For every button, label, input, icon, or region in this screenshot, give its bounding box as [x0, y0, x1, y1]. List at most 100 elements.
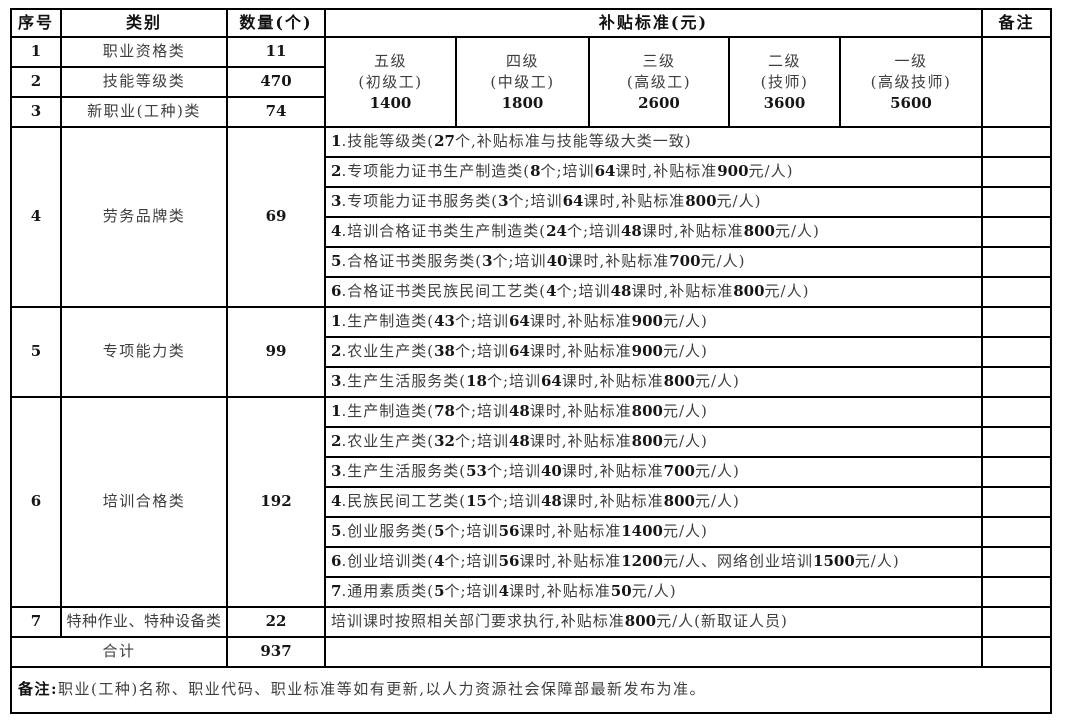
subsidy-item-cell: 1.生产制造类(78个;培训48课时,补贴标准800元/人): [324, 396, 983, 428]
count-cell: 192: [226, 396, 326, 608]
remark-cell: [981, 426, 1052, 458]
category-cell: 劳务品牌类: [60, 126, 228, 308]
table-row: 2.农业生产类(32个;培训48课时,补贴标准800元/人): [11, 426, 1052, 458]
table-row: 4.民族民间工艺类(15个;培训48课时,补贴标准800元/人): [11, 486, 1052, 518]
seq-cell: 3: [10, 96, 62, 128]
remark-cell: [981, 636, 1052, 668]
table-row: 6.创业培训类(4个;培训56课时,补贴标准1200元/人、网络创业培训1500…: [11, 546, 1052, 578]
level-amount: 1400: [369, 93, 412, 112]
subsidy-item-cell: 3.生产生活服务类(53个;培训40课时,补贴标准700元/人): [324, 456, 983, 488]
table-row: 3.生产生活服务类(53个;培训40课时,补贴标准700元/人): [11, 456, 1052, 488]
subsidy-item-cell: 2.农业生产类(38个;培训64课时,补贴标准900元/人): [324, 336, 983, 368]
subsidy-item-cell: 3.生产生活服务类(18个;培训64课时,补贴标准800元/人): [324, 366, 983, 398]
remark-cell: [981, 156, 1052, 188]
level-grade: 二级: [767, 51, 801, 70]
level-grade: 四级: [505, 51, 539, 70]
table-row: 6 培训合格类 192 1.生产制造类(78个;培训48课时,补贴标准800元/…: [10, 396, 1052, 608]
count-cell: 22: [226, 606, 326, 638]
level-cell-2: 二级 (技师) 3600: [728, 36, 841, 128]
footnote-text: 职业(工种)名称、职业代码、职业标准等如有更新,以人力资源社会保障部最新发布为准…: [58, 680, 707, 699]
total-label-cell: 合计: [10, 636, 228, 668]
remark-cell: [981, 126, 1052, 158]
table-row: 5.合格证书类服务类(3个;培训40课时,补贴标准700元/人): [11, 246, 1052, 278]
table-row: 4.培训合格证书类生产制造类(24个;培训48课时,补贴标准800元/人): [11, 216, 1052, 248]
count-cell: 74: [226, 96, 326, 128]
subsidy-item-cell: 1.生产制造类(43个;培训64课时,补贴标准900元/人): [324, 306, 983, 338]
remark-cell: [981, 36, 1052, 128]
header-remark: 备注: [981, 8, 1052, 38]
table-row: 3.专项能力证书服务类(3个;培训64课时,补贴标准800元/人): [11, 186, 1052, 218]
table-row: 5 专项能力类 99 1.生产制造类(43个;培训64课时,补贴标准900元/人…: [10, 306, 1052, 398]
seq-cell: 2: [10, 66, 62, 98]
remark-cell: [981, 486, 1052, 518]
remark-cell: [981, 516, 1052, 548]
remark-cell: [981, 546, 1052, 578]
header-seq: 序号: [10, 8, 62, 38]
seq-cell: 1: [10, 36, 62, 68]
remark-cell: [981, 456, 1052, 488]
count-cell: 69: [226, 126, 326, 308]
subsidy-item-cell: 4.民族民间工艺类(15个;培训48课时,补贴标准800元/人): [324, 486, 983, 518]
subsidy-item-cell: 培训课时按照相关部门要求执行,补贴标准800元/人(新取证人员): [324, 606, 983, 638]
table-row: 5.创业服务类(5个;培训56课时,补贴标准1400元/人): [11, 516, 1052, 548]
remark-cell: [981, 606, 1052, 638]
table-row: 6.合格证书类民族民间工艺类(4个;培训48课时,补贴标准800元/人): [11, 276, 1052, 308]
subsidy-item-cell: 1.技能等级类(27个,补贴标准与技能等级大类一致): [324, 126, 983, 158]
level-grade: 一级: [894, 51, 928, 70]
remark-cell: [981, 246, 1052, 278]
level-cell-4: 四级 (中级工) 1800: [455, 36, 590, 128]
subsidy-item-cell: 5.合格证书类服务类(3个;培训40课时,补贴标准700元/人): [324, 246, 983, 278]
remark-cell: [981, 366, 1052, 398]
table-row: 3 新职业(工种)类 74: [10, 96, 1051, 128]
count-cell: 470: [226, 66, 326, 98]
remark-cell: [981, 276, 1052, 308]
subsidy-item-cell: 2.专项能力证书生产制造类(8个;培训64课时,补贴标准900元/人): [324, 156, 983, 188]
category-cell: 特种作业、特种设备类: [60, 606, 228, 638]
remark-cell: [981, 336, 1052, 368]
empty-subsidy-cell: [324, 636, 983, 668]
level-title: (初级工): [358, 72, 423, 91]
subsidy-item-cell: 7.通用素质类(5个;培训4课时,补贴标准50元/人): [324, 576, 983, 608]
category-cell: 专项能力类: [60, 306, 228, 398]
table-row: 4 劳务品牌类 69 1.技能等级类(27个,补贴标准与技能等级大类一致): [10, 126, 1052, 308]
category-cell: 培训合格类: [60, 396, 228, 608]
level-amount: 1800: [501, 93, 544, 112]
remark-cell: [981, 306, 1052, 338]
header-subsidy: 补贴标准(元): [324, 8, 983, 38]
subsidy-item-cell: 6.创业培训类(4个;培训56课时,补贴标准1200元/人、网络创业培训1500…: [324, 546, 983, 578]
header-category: 类别: [60, 8, 228, 38]
level-amount: 3600: [763, 93, 806, 112]
level-title: (高级技师): [870, 72, 952, 91]
table-row: 2.专项能力证书生产制造类(8个;培训64课时,补贴标准900元/人): [11, 156, 1052, 188]
remark-cell: [981, 186, 1052, 218]
category-cell: 技能等级类: [60, 66, 228, 98]
level-grade: 三级: [642, 51, 676, 70]
category-cell: 职业资格类: [60, 36, 228, 68]
level-cell-5: 五级 (初级工) 1400: [324, 36, 457, 128]
level-title: (高级工): [626, 72, 692, 91]
level-amount: 5600: [890, 93, 932, 112]
footnote-row: 备注:职业(工种)名称、职业代码、职业标准等如有更新,以人力资源社会保障部最新发…: [10, 666, 1052, 714]
subsidy-item-cell: 4.培训合格证书类生产制造类(24个;培训48课时,补贴标准800元/人): [324, 216, 983, 248]
footnote-label: 备注:: [18, 680, 59, 699]
level-grade: 五级: [373, 51, 407, 70]
count-cell: 11: [226, 36, 326, 68]
table-row: 2 技能等级类 470: [10, 66, 1051, 98]
seq-cell: 6: [10, 396, 62, 608]
subsidy-item-cell: 3.专项能力证书服务类(3个;培训64课时,补贴标准800元/人): [324, 186, 983, 218]
table-row: 2.农业生产类(38个;培训64课时,补贴标准900元/人): [11, 336, 1052, 368]
header-row: 序号 类别 数量(个) 补贴标准(元) 备注: [10, 8, 1052, 38]
level-title: (中级工): [490, 72, 555, 91]
table-row: 7.通用素质类(5个;培训4课时,补贴标准50元/人): [11, 576, 1052, 608]
table-row: 3.生产生活服务类(18个;培训64课时,补贴标准800元/人): [11, 366, 1052, 398]
level-amount: 2600: [638, 93, 680, 112]
subsidy-table: 序号 类别 数量(个) 补贴标准(元) 备注 1 职业资格类 11 五级 (初级…: [10, 8, 1052, 714]
footnote-cell: 备注:职业(工种)名称、职业代码、职业标准等如有更新,以人力资源社会保障部最新发…: [10, 666, 1052, 714]
total-row: 合计 937: [10, 636, 1052, 668]
header-count: 数量(个): [226, 8, 326, 38]
total-count-cell: 937: [226, 636, 326, 668]
seq-cell: 4: [10, 126, 62, 308]
category-cell: 新职业(工种)类: [60, 96, 228, 128]
subsidy-item-cell: 6.合格证书类民族民间工艺类(4个;培训48课时,补贴标准800元/人): [324, 276, 983, 308]
level-cell-1: 一级 (高级技师) 5600: [839, 36, 983, 128]
